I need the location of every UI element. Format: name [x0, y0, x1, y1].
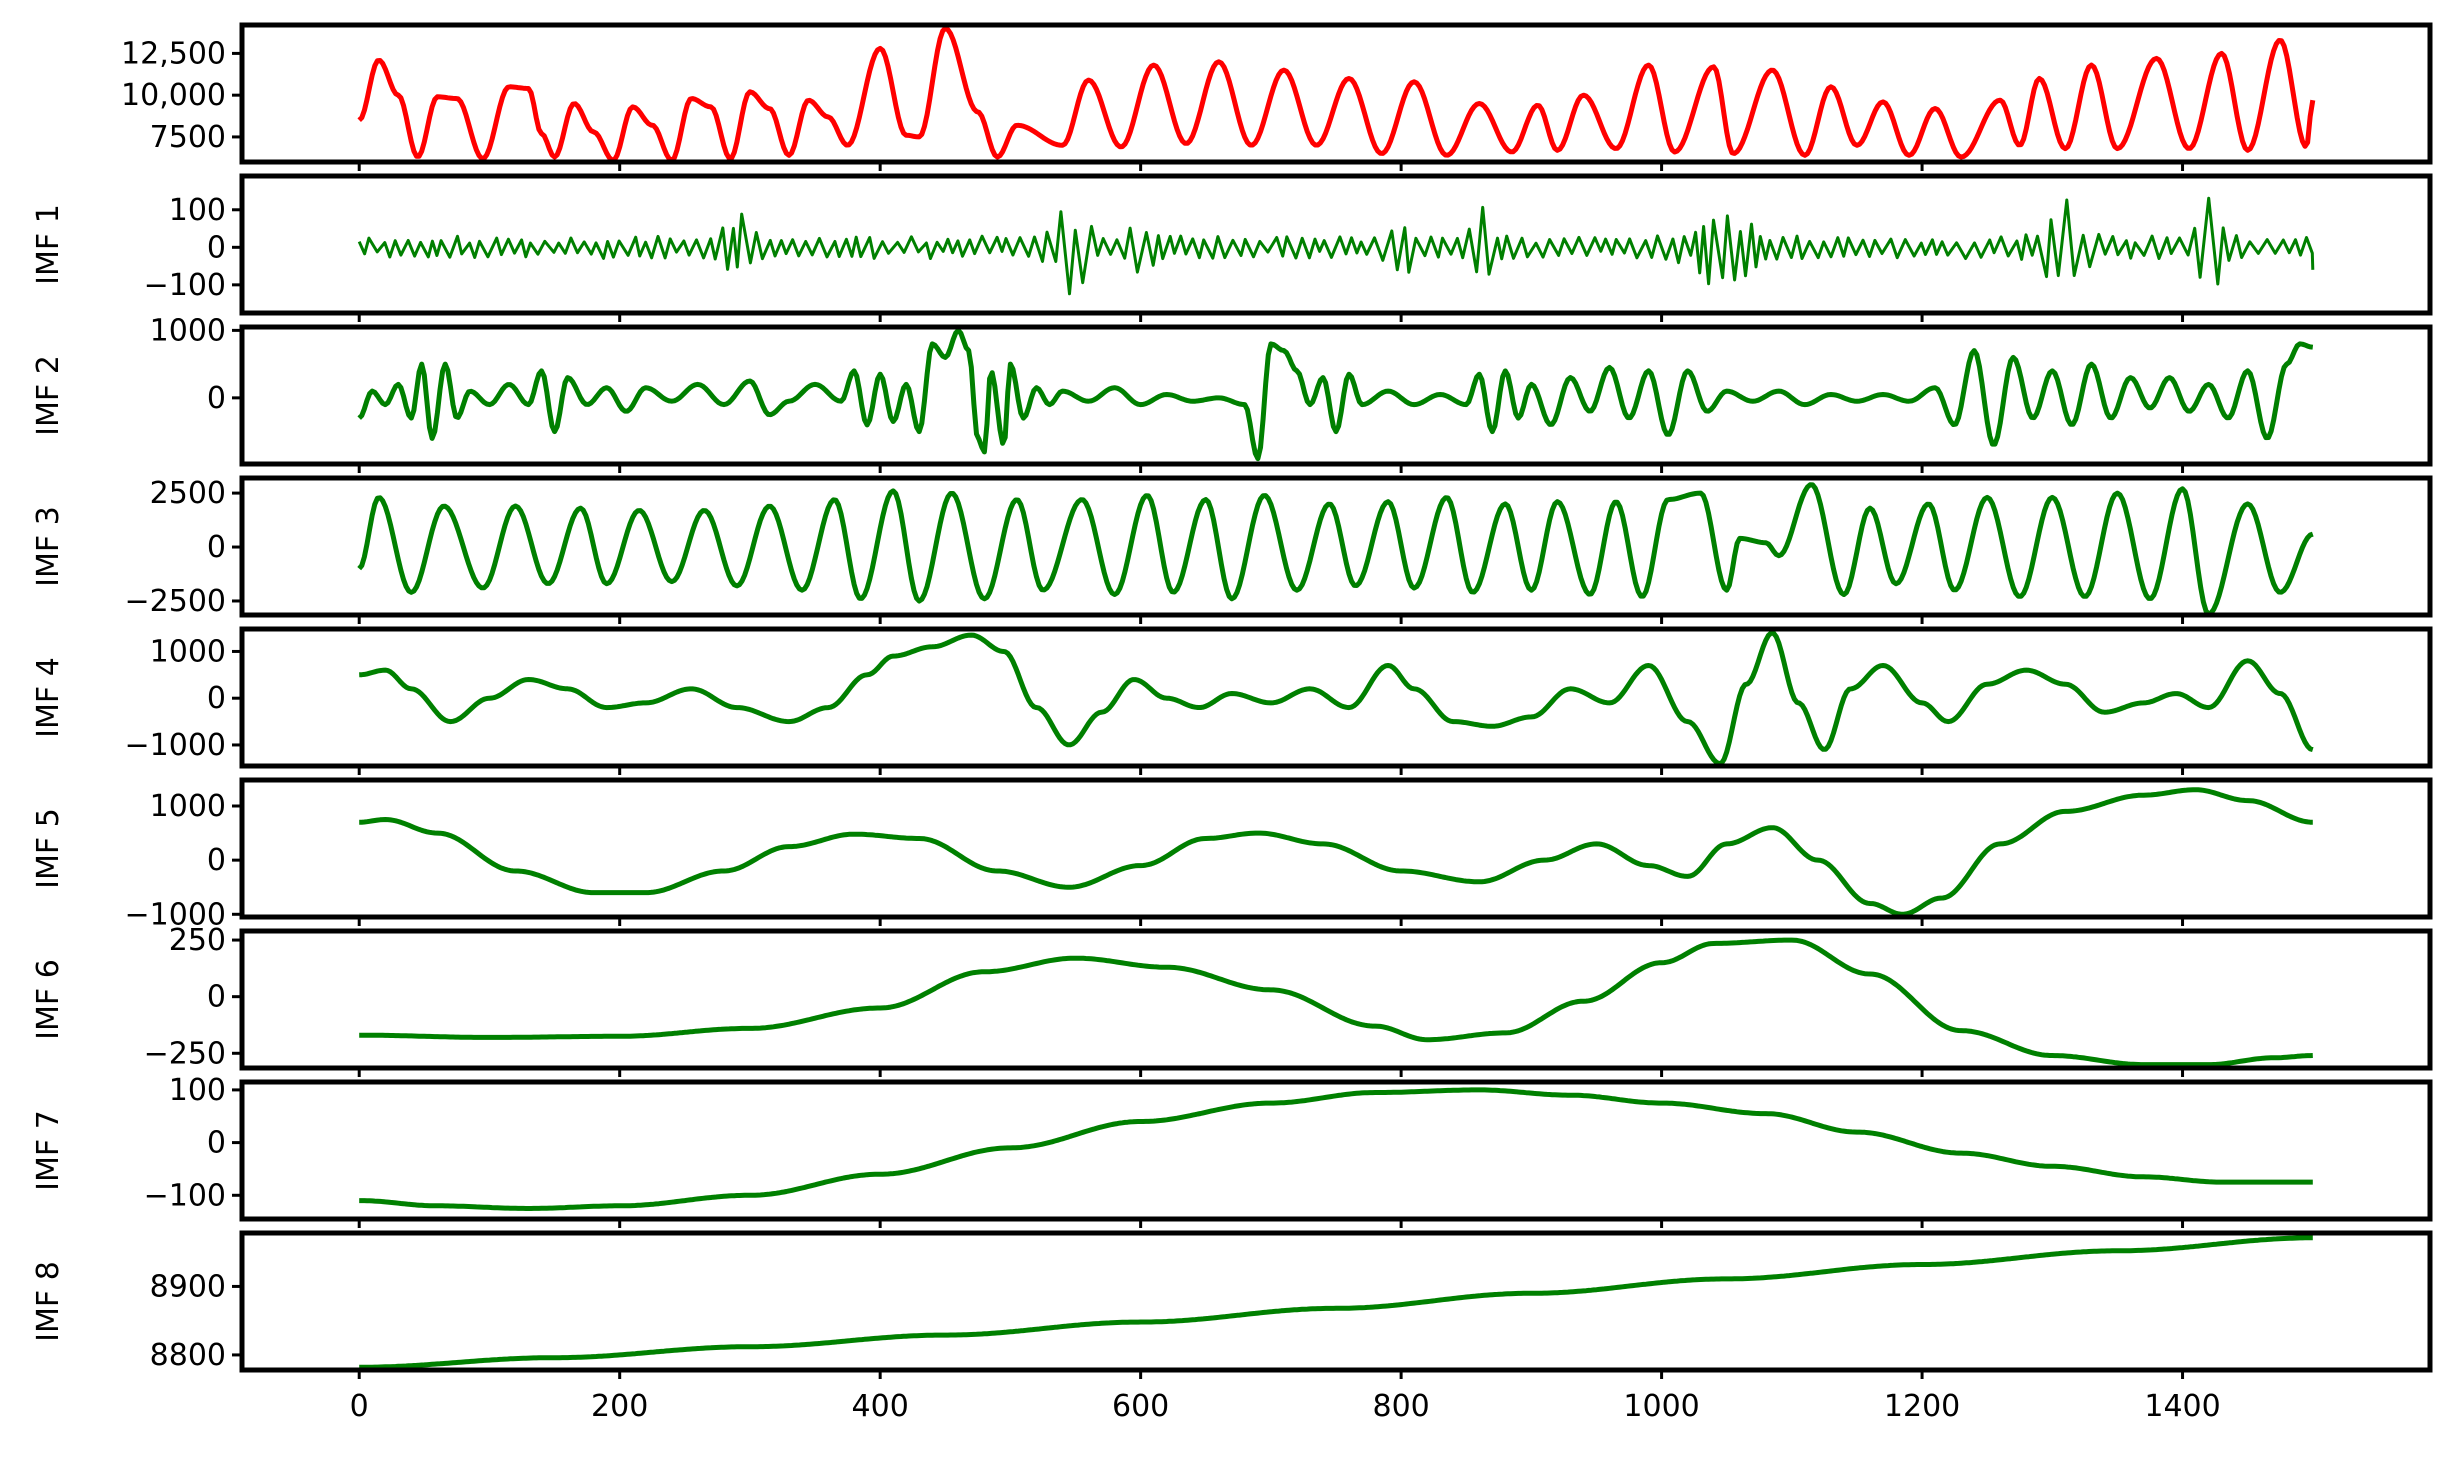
series-line-7 [359, 1087, 2313, 1211]
panel-ylabel-8: IMF 8 [31, 1261, 66, 1342]
y-tick-label-3-2: 2500 [150, 476, 226, 511]
y-tick-label-3-0: −2500 [125, 584, 226, 619]
y-tick-label-7-1: 0 [207, 1126, 226, 1161]
y-tick-label-7-0: −100 [144, 1178, 226, 1213]
panel-ylabel-6: IMF 6 [31, 959, 66, 1040]
x-tick-label-0: 0 [350, 1389, 369, 1424]
series-line-0 [357, 25, 2316, 163]
series-line-1 [357, 196, 2315, 296]
y-tick-label-2-0: 0 [207, 381, 226, 416]
y-tick-label-1-0: −100 [144, 268, 226, 303]
subplot-frame-6 [239, 928, 2433, 1071]
y-tick-label-0-1: 10,000 [121, 78, 226, 113]
y-tick-label-0-0: 7500 [150, 120, 226, 155]
y-tick-label-5-1: 0 [207, 843, 226, 878]
series-line-3 [357, 482, 2314, 617]
subplot-frame-4 [239, 626, 2433, 769]
subplot-4: −1000 0 1000 IMF 4 [31, 626, 2433, 775]
x-tick-label-6: 1200 [1884, 1389, 1960, 1424]
y-tick-label-6-2: 250 [169, 923, 226, 958]
y-tick-label-2-1: 1000 [150, 313, 226, 348]
series-line-5 [359, 787, 2313, 917]
subplot-2: 0 1000 IMF 2 [31, 313, 2433, 473]
series-line-8 [359, 1235, 2313, 1370]
subplot-frame-8 [239, 1230, 2433, 1373]
y-tick-label-1-2: 100 [169, 193, 226, 228]
subplot-6: −250 0 250 IMF 6 [31, 923, 2433, 1077]
subplot-3: −2500 0 2500 IMF 3 [31, 475, 2433, 624]
panel-ylabel-5: IMF 5 [31, 808, 66, 889]
y-tick-label-5-2: 1000 [150, 789, 226, 824]
subplot-5: −1000 0 1000 IMF 5 [31, 777, 2433, 932]
y-tick-label-5-0: −1000 [125, 897, 226, 932]
y-tick-label-4-1: 0 [207, 681, 226, 716]
x-tick-label-5: 1000 [1623, 1389, 1699, 1424]
x-tick-label-7: 1400 [2144, 1389, 2220, 1424]
subplot-7: −100 0 100 IMF 7 [31, 1073, 2433, 1228]
y-tick-label-4-0: −1000 [125, 728, 226, 763]
panel-ylabel-3: IMF 3 [31, 506, 66, 587]
x-tick-label-3: 600 [1112, 1389, 1169, 1424]
x-tick-label-1: 200 [591, 1389, 648, 1424]
y-tick-label-4-2: 1000 [150, 634, 226, 669]
series-line-2 [357, 327, 2314, 462]
shared-x-axis: 0 200 400 600 800 1000 1200 1400 [350, 1389, 2221, 1424]
panel-ylabel-2: IMF 2 [31, 355, 66, 436]
subplot-0: 7500 10,000 12,500 [121, 22, 2433, 171]
y-tick-label-7-2: 100 [169, 1073, 226, 1108]
y-tick-label-0-2: 12,500 [121, 36, 226, 71]
panel-ylabel-1: IMF 1 [31, 204, 66, 285]
x-tick-label-4: 800 [1372, 1389, 1429, 1424]
series-line-4 [359, 630, 2314, 766]
subplot-frame-5 [239, 777, 2433, 920]
panel-ylabel-4: IMF 4 [31, 657, 66, 738]
subplot-frame-7 [239, 1079, 2433, 1222]
y-tick-label-6-1: 0 [207, 980, 226, 1015]
subplot-frame-1 [239, 173, 2433, 316]
subplot-frame-0 [239, 22, 2433, 165]
y-tick-label-1-1: 0 [207, 230, 226, 265]
subplot-8: 8800 8900 IMF 8 [31, 1230, 2433, 1379]
y-tick-label-3-1: 0 [207, 530, 226, 565]
y-tick-label-6-0: −250 [144, 1036, 226, 1071]
x-tick-label-2: 400 [852, 1389, 909, 1424]
y-tick-label-8-0: 8800 [150, 1338, 226, 1373]
series-line-6 [359, 937, 2313, 1068]
panel-ylabel-7: IMF 7 [31, 1110, 66, 1191]
y-tick-label-8-1: 8900 [150, 1269, 226, 1304]
subplot-frame-2 [239, 324, 2433, 467]
